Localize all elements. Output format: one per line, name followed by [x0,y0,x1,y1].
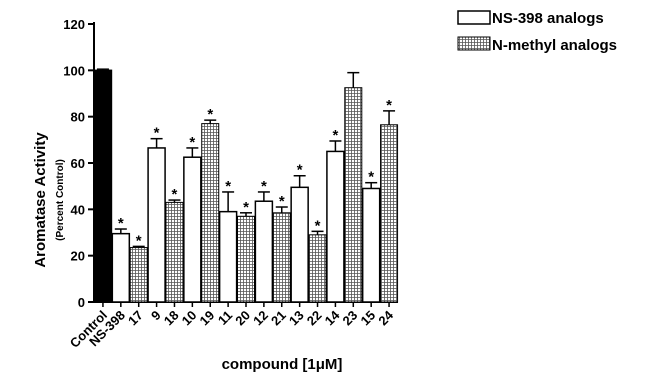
legend: NS-398 analogs N-methyl analogs [457,10,617,54]
bar-23 [344,87,363,303]
significance-star: * [279,193,285,210]
significance-star: * [225,178,231,195]
y-tick-label: 40 [71,202,85,217]
y-tick-label: 0 [78,295,85,310]
significance-star: * [189,134,195,151]
bar-9 [147,147,166,303]
bar-11 [218,210,238,303]
bar-12 [254,200,274,303]
bar-21 [272,212,291,303]
y-axis-sublabel: (Percent Control) [55,159,66,241]
x-tick-label: 24 [375,307,396,328]
x-tick-label: 9 [148,308,164,324]
y-tick-label: 100 [63,63,85,78]
bar-22 [308,234,327,303]
significance-star: * [118,215,124,232]
y-tick-label: 20 [71,249,85,264]
y-tick-label: 60 [71,156,85,171]
significance-star: * [261,178,267,195]
y-tick-label: 120 [63,17,85,32]
significance-star: * [136,232,142,249]
y-axis-ticks: 0 20 40 60 80 100 120 [63,17,94,310]
x-axis-label: compound [1μM] [222,356,343,373]
bar-20 [237,215,255,303]
bar-18 [165,201,184,303]
y-axis-label: Aromatase Activity [32,132,49,268]
bar-17 [129,247,148,303]
bars-group [93,69,399,303]
significance-star: * [315,217,321,234]
legend-swatch-nmethyl [457,36,491,51]
bar-19 [201,123,220,303]
error-bars-group [96,68,396,248]
significance-markers: * * * * * * * * * * * * * * * [118,97,392,250]
bar-14 [326,150,345,303]
significance-star: * [368,169,374,186]
significance-star: * [243,199,249,216]
bar-10 [183,156,202,303]
significance-star: * [207,106,213,123]
bar-15 [361,187,381,303]
significance-star: * [386,97,392,114]
y-tick-label: 80 [71,110,85,125]
bar-24 [380,124,399,303]
bar-13 [290,186,309,303]
bar-control [93,69,113,303]
legend-label-ns398: NS-398 analogs [492,10,604,27]
significance-star: * [297,162,303,179]
legend-label-nmethyl: N-methyl analogs [492,37,617,54]
x-tick-label: 17 [125,308,146,329]
significance-star: * [172,186,178,203]
significance-star: * [332,127,338,144]
legend-swatch-ns398 [457,10,491,25]
bar-ns-398 [111,232,131,303]
significance-star: * [154,125,160,142]
